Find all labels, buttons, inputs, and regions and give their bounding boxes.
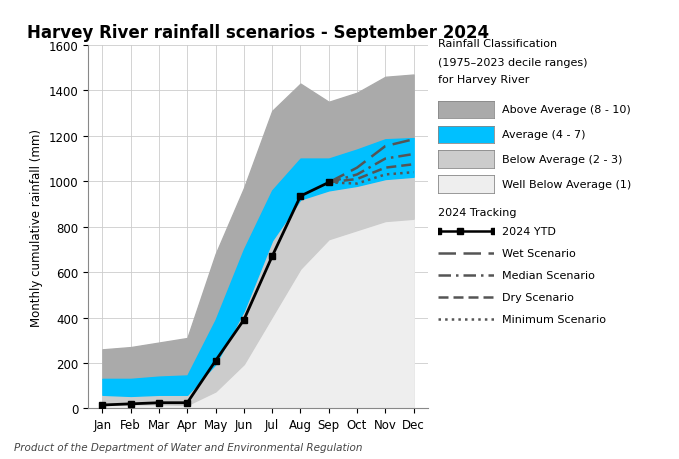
Y-axis label: Monthly cumulative rainfall (mm): Monthly cumulative rainfall (mm) [31,129,43,326]
Text: Wet Scenario: Wet Scenario [502,249,576,259]
Text: (1975–2023 decile ranges): (1975–2023 decile ranges) [438,57,587,67]
Text: 2024 Tracking: 2024 Tracking [438,207,517,218]
Text: Median Scenario: Median Scenario [502,270,595,280]
Text: Product of the Department of Water and Environmental Regulation: Product of the Department of Water and E… [14,442,362,452]
Text: Dry Scenario: Dry Scenario [502,292,574,302]
Text: 2024 YTD: 2024 YTD [502,227,555,237]
Text: Rainfall Classification: Rainfall Classification [438,39,557,49]
Text: Average (4 - 7): Average (4 - 7) [502,130,585,140]
Text: Well Below Average (1): Well Below Average (1) [502,179,631,190]
Text: Minimum Scenario: Minimum Scenario [502,314,606,324]
Title: Harvey River rainfall scenarios - September 2024: Harvey River rainfall scenarios - Septem… [27,23,489,42]
Text: Above Average (8 - 10): Above Average (8 - 10) [502,105,631,115]
Text: for Harvey River: for Harvey River [438,74,530,84]
Text: Below Average (2 - 3): Below Average (2 - 3) [502,155,622,165]
